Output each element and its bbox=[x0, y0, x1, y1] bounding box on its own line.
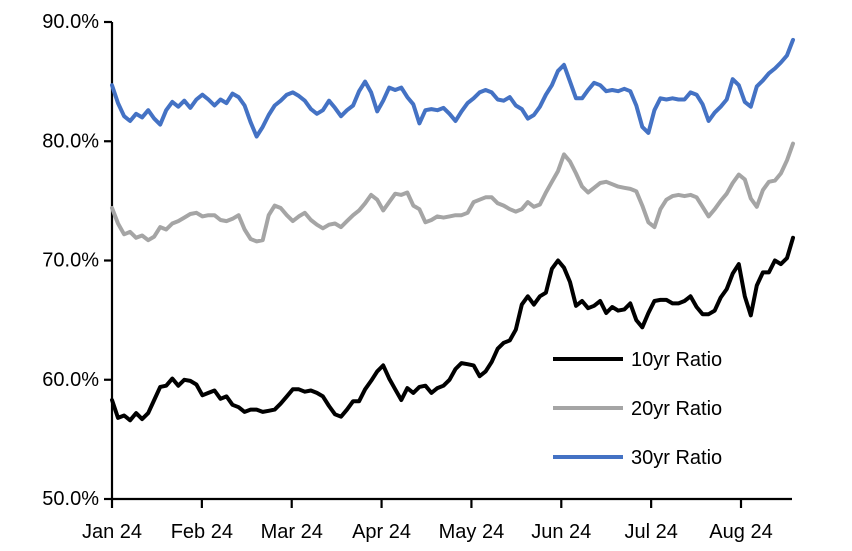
x-axis-tick-label: Feb 24 bbox=[171, 521, 233, 543]
series-lines-layer bbox=[110, 37, 795, 423]
legend-item-20yr-ratio: 20yr Ratio bbox=[553, 398, 722, 420]
axes-layer: 50.0% 60.0% 70.0% 80.0% 90.0% Jan 24 Feb 24 Mar… bbox=[42, 11, 792, 543]
y-axis-tick-label: 50.0% bbox=[42, 488, 99, 510]
legend-label-20yr-ratio: 20yr Ratio bbox=[631, 398, 722, 420]
legend-item-30yr-ratio: 30yr Ratio bbox=[553, 447, 722, 469]
y-axis-tick-label: 90.0% bbox=[42, 11, 99, 33]
series-line-10yr-ratio bbox=[110, 235, 795, 423]
y-axis-tick-label: 60.0% bbox=[42, 369, 99, 391]
legend: 10yr Ratio 20yr Ratio 30yr Ratio bbox=[553, 349, 722, 469]
x-axis-tick-label: Jun 24 bbox=[531, 521, 591, 543]
series-line-30yr-ratio bbox=[110, 37, 795, 139]
legend-label-30yr-ratio: 30yr Ratio bbox=[631, 447, 722, 469]
x-axis-tick-label: Apr 24 bbox=[352, 521, 411, 543]
legend-label-10yr-ratio: 10yr Ratio bbox=[631, 349, 722, 371]
legend-item-10yr-ratio: 10yr Ratio bbox=[553, 349, 722, 371]
x-axis-tick-label: Jan 24 bbox=[82, 521, 142, 543]
x-axis-tick-label: Aug 24 bbox=[709, 521, 772, 543]
x-axis-tick-label: Mar 24 bbox=[261, 521, 323, 543]
series-line-20yr-ratio bbox=[110, 141, 795, 244]
x-axis-tick-label: May 24 bbox=[439, 521, 505, 543]
y-axis-tick-label: 80.0% bbox=[42, 130, 99, 152]
x-axis-tick-label: Jul 24 bbox=[624, 521, 677, 543]
y-axis-tick-label: 70.0% bbox=[42, 250, 99, 272]
